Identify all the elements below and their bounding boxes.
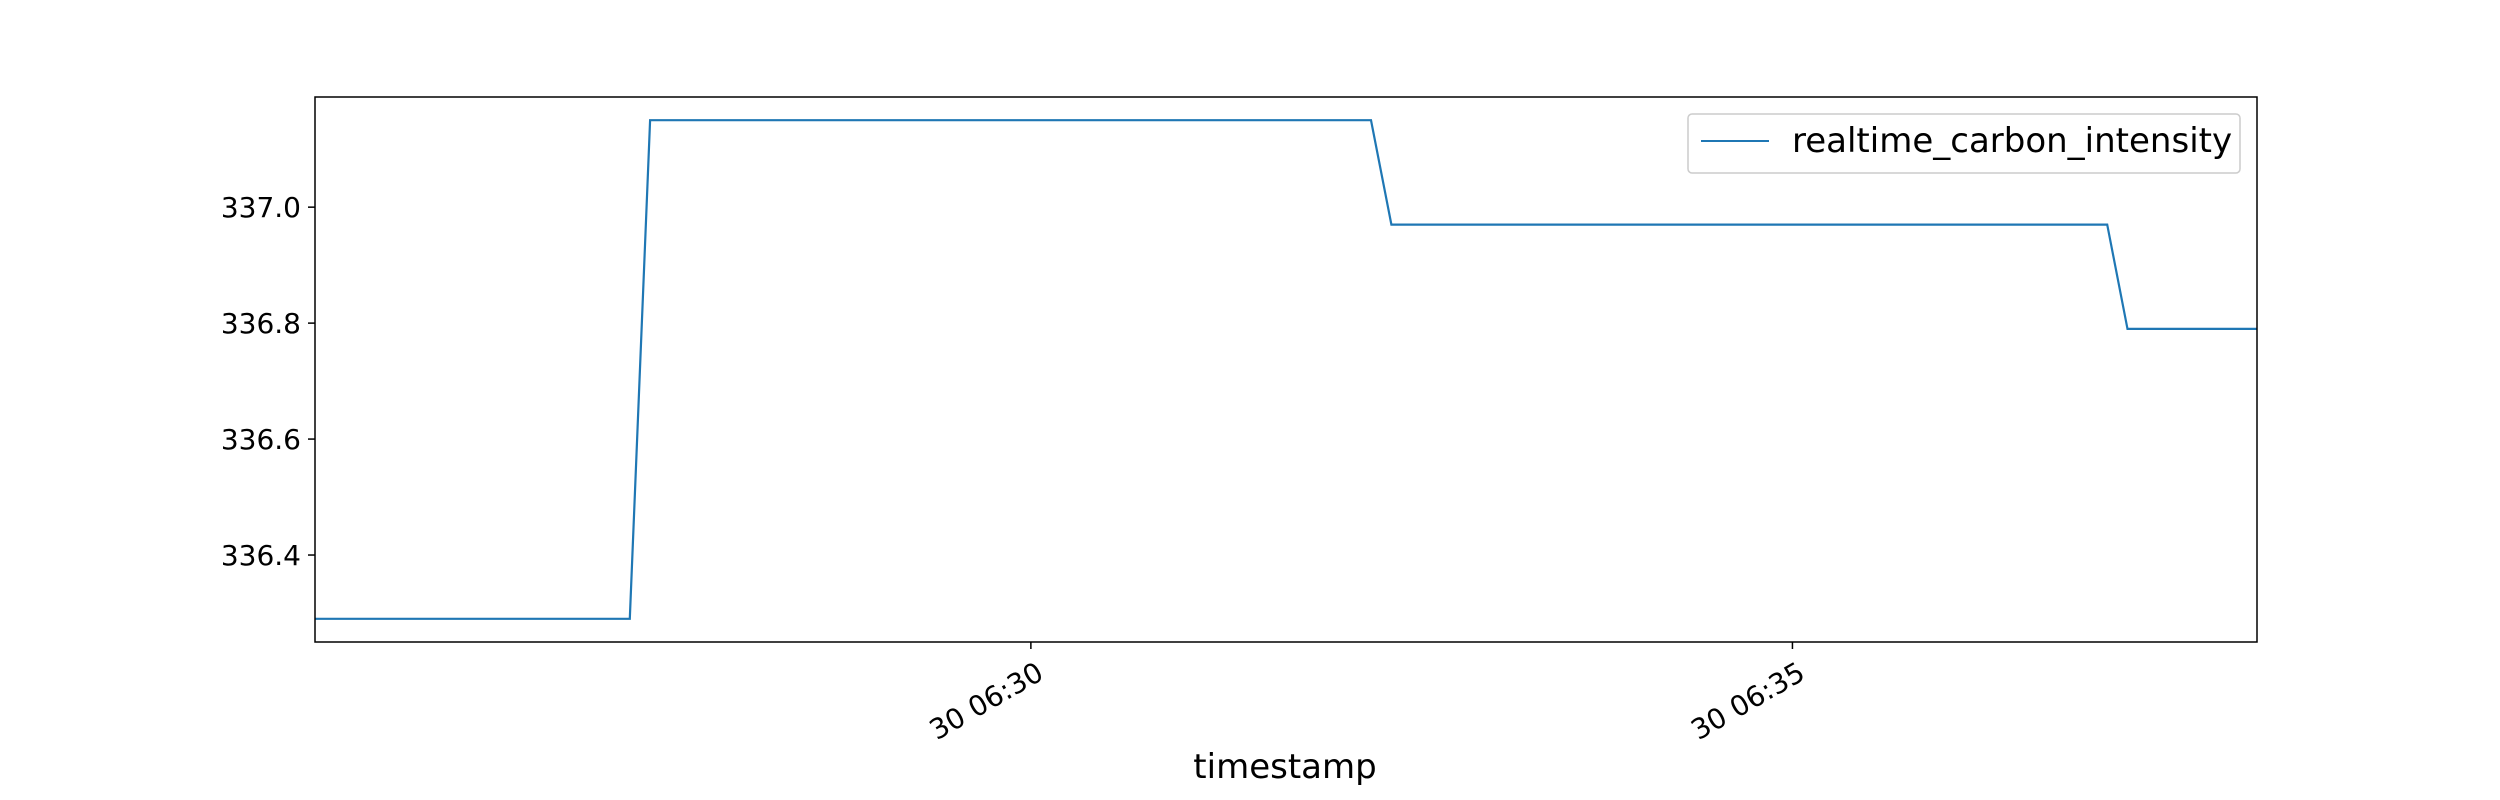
y-tick-label: 337.0 [221, 191, 301, 224]
series-line-0 [315, 119, 2257, 620]
y-tick-label: 336.4 [221, 539, 301, 572]
y-axis: 336.4 336.6 336.8 337.0 [221, 191, 315, 572]
plot-area [314, 96, 2258, 643]
axes-frame [314, 96, 2258, 643]
legend-label: realtime_carbon_intensity [1792, 121, 2232, 161]
y-tick-label: 336.6 [221, 423, 301, 456]
x-axis-label: timestamp [1193, 747, 1376, 787]
y-tick-label: 336.8 [221, 307, 301, 340]
legend-box [1687, 113, 2241, 174]
legend: realtime_carbon_intensity [1687, 113, 2241, 174]
